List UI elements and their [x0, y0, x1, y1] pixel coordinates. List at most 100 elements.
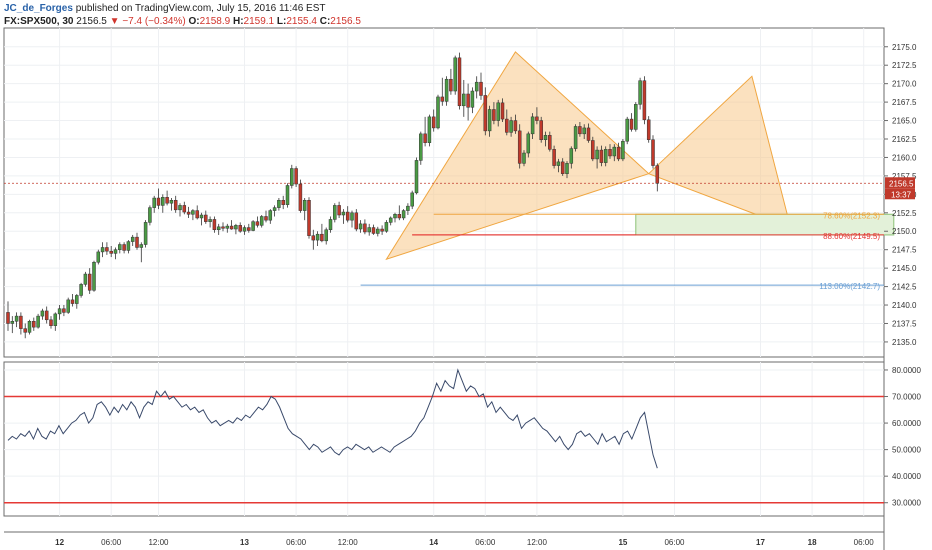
- time-tick-label: 06:00: [101, 538, 122, 547]
- candle-body: [380, 228, 384, 232]
- symbol-line: FX:SPX500, 30 2156.5 ▼ −7.4 (−0.34%) O:2…: [4, 15, 361, 28]
- candle-body: [294, 168, 298, 185]
- candle-body: [470, 90, 475, 108]
- candle-body: [277, 199, 281, 208]
- fib-level-label: 113.00%(2142.7): [819, 282, 880, 291]
- price-tick-label: 2140.0: [892, 301, 917, 310]
- candle-body: [345, 211, 350, 221]
- candle-body: [152, 197, 156, 208]
- candle-body: [242, 227, 247, 232]
- price-tick-label: 2150.0: [892, 227, 917, 236]
- low-value: 2155.4: [286, 16, 317, 27]
- price-tick-label: 2167.5: [892, 98, 917, 107]
- rsi-tick-label: 70.0000: [892, 393, 921, 402]
- pattern-triangle-1: [385, 51, 650, 261]
- price-tick-label: 2142.5: [892, 283, 917, 292]
- candle-body: [573, 126, 578, 149]
- price-tick-label: 2152.5: [892, 209, 917, 218]
- candle-body: [272, 207, 277, 211]
- symbol-label[interactable]: FX:SPX500, 30: [4, 16, 74, 27]
- close-value: 2156.5: [330, 16, 361, 27]
- candle-body: [225, 225, 230, 229]
- candle-body: [126, 241, 131, 251]
- price-pane-border: [3, 27, 885, 358]
- rsi-pane-border: [3, 361, 885, 517]
- candle-body: [436, 96, 440, 129]
- candle-body: [376, 228, 380, 234]
- price-axis[interactable]: 2175.0 2172.5 2170.0 2167.5 2165.0 2162.5 2160…: [884, 43, 917, 347]
- candle-body: [483, 95, 488, 132]
- candle-body: [513, 120, 518, 132]
- time-tick-label: 17: [756, 538, 765, 547]
- candle-body: [363, 223, 367, 233]
- time-axis[interactable]: 12 06:00 12:00 13 06:00 12:00 14 06:00 12:00 15 06…: [55, 538, 874, 547]
- candle-body: [178, 205, 182, 211]
- rsi-pane: 80.0000 70.0000 60.0000 50.0000 40.0000 30.00…: [4, 366, 921, 508]
- fib-level-label: 88.60%(2149.5): [823, 232, 880, 241]
- candle-body: [290, 168, 294, 186]
- candle-body: [6, 312, 10, 324]
- author-link[interactable]: JC_de_Forges: [4, 3, 73, 14]
- candle-body: [156, 197, 161, 206]
- candle-body: [578, 126, 582, 135]
- candle-body: [49, 319, 53, 326]
- price-tick-label: 2160.0: [892, 153, 917, 162]
- candle-body: [453, 57, 457, 92]
- time-tick-label: 18: [808, 538, 817, 547]
- rsi-tick-label: 40.0000: [892, 472, 921, 481]
- candle-body: [311, 235, 316, 241]
- candle-body: [543, 135, 548, 140]
- candle-body: [148, 207, 152, 223]
- candle-body: [96, 251, 101, 263]
- price-tick-label: 2165.0: [892, 117, 917, 126]
- candle-body: [646, 119, 651, 140]
- candle-body: [634, 104, 638, 130]
- candle-body: [603, 149, 608, 163]
- open-value: 2158.9: [199, 16, 231, 27]
- countdown-tag-label: 13:37: [891, 190, 912, 199]
- price-tick-label: 2135.0: [892, 338, 917, 347]
- fib-level-label: 78.60%(2152.3): [823, 211, 880, 220]
- time-tick-label: 12: [55, 538, 64, 547]
- candle-body: [569, 148, 574, 164]
- candle-body: [337, 205, 341, 216]
- price-tick-label: 2175.0: [892, 43, 917, 52]
- candle-body: [406, 205, 410, 211]
- publish-info: published on TradingView.com, July 15, 2…: [72, 3, 326, 14]
- low-label: L:: [276, 16, 287, 27]
- candle-body: [66, 299, 70, 313]
- candle-body: [393, 214, 397, 219]
- candle-body: [27, 321, 32, 333]
- candle-body: [320, 233, 324, 242]
- candle-body: [195, 210, 199, 219]
- close-label: C:: [319, 16, 331, 27]
- time-tick-label: 06:00: [286, 538, 307, 547]
- candle-body: [23, 328, 27, 333]
- candles: [6, 52, 660, 339]
- candle-body: [57, 308, 62, 315]
- candle-body: [565, 163, 569, 174]
- candle-body: [517, 130, 522, 164]
- candle-body: [358, 223, 363, 230]
- candle-body: [229, 225, 234, 230]
- harmonic-pattern[interactable]: [385, 51, 792, 261]
- candle-body: [496, 102, 500, 121]
- candle-body: [556, 161, 561, 166]
- last-price: 2156.5: [76, 16, 107, 27]
- high-label: H:: [232, 16, 244, 27]
- candle-body: [221, 226, 225, 229]
- candle-body: [625, 118, 629, 142]
- candle-body: [238, 225, 242, 232]
- candle-body: [251, 221, 255, 231]
- candle-body: [165, 197, 169, 204]
- candle-body: [341, 211, 346, 216]
- candle-body: [586, 127, 591, 141]
- high-value: 2159.1: [243, 16, 275, 27]
- candle-body: [427, 116, 432, 143]
- candle-body: [36, 315, 40, 328]
- candle-body: [10, 321, 15, 324]
- candle-body: [487, 109, 492, 132]
- rsi-line: [7, 368, 658, 469]
- time-tick-label: 12:00: [338, 538, 359, 547]
